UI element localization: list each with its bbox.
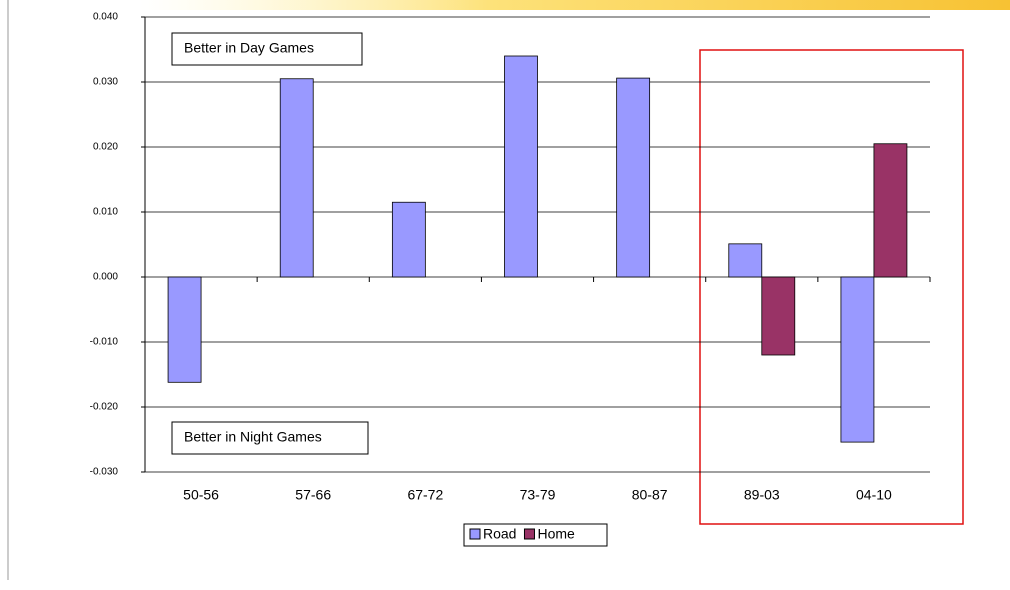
- y-tick-label: 0.010: [93, 207, 118, 218]
- bar: [279, 78, 314, 278]
- bar: [873, 143, 908, 278]
- legend-box: [463, 523, 608, 547]
- header-brush: [140, 0, 1010, 10]
- highlight-box: [699, 49, 964, 525]
- bar: [761, 276, 796, 356]
- x-tick-label: 80-87: [632, 487, 668, 503]
- bar: [616, 77, 651, 278]
- annotation: Better in Night Games: [184, 429, 322, 445]
- annotation-box: [171, 32, 363, 66]
- annotation: Better in Day Games: [184, 40, 314, 56]
- legend-label: Road: [483, 526, 516, 542]
- bar: [728, 243, 763, 278]
- y-tick-label: 0.030: [93, 77, 118, 88]
- legend-swatch: [523, 528, 535, 540]
- y-tick-label: -0.020: [90, 402, 119, 413]
- bar: [504, 55, 538, 278]
- x-tick-label: 50-56: [183, 487, 219, 503]
- bar: [391, 201, 426, 278]
- y-tick-label: 0.040: [93, 12, 118, 23]
- annotation-box: [171, 421, 369, 455]
- legend-label: Home: [537, 526, 575, 542]
- legend-swatch: [469, 528, 481, 540]
- x-tick-label: 67-72: [407, 487, 443, 503]
- bar: [167, 276, 202, 383]
- x-tick-label: 57-66: [295, 487, 331, 503]
- y-tick-label: 0.000: [93, 272, 118, 283]
- bar: [840, 276, 875, 443]
- y-tick-label: -0.030: [90, 467, 119, 478]
- x-tick-label: 04-10: [856, 487, 892, 503]
- y-tick-label: -0.010: [90, 337, 119, 348]
- x-tick-label: 73-79: [520, 487, 556, 503]
- y-tick-label: 0.020: [93, 142, 118, 153]
- x-tick-label: 89-03: [744, 487, 780, 503]
